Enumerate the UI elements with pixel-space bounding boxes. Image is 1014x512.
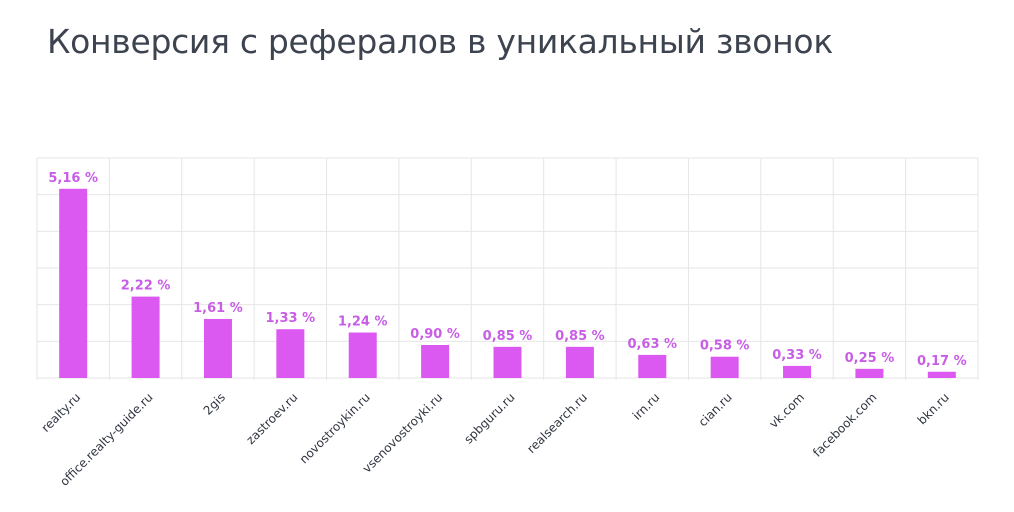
data-label: 0,63 % — [627, 337, 677, 352]
bar-vsenovostroyki.ru — [421, 345, 450, 378]
bar-cian.ru — [710, 356, 739, 378]
x-tick-label: facebook.com — [810, 390, 879, 459]
x-tick-label: cian.ru — [696, 390, 735, 429]
bar-realsearch.ru — [565, 346, 594, 378]
x-tick-label: 2gis — [201, 390, 228, 417]
data-label: 2,22 % — [121, 279, 171, 294]
bar-facebook.com — [855, 368, 884, 378]
bar-spbguru.ru — [493, 346, 522, 378]
data-label: 0,25 % — [845, 351, 895, 366]
data-label: 0,90 % — [410, 327, 460, 342]
data-label: 0,85 % — [483, 329, 533, 344]
data-label: 0,85 % — [555, 329, 605, 344]
data-label: 1,24 % — [338, 315, 388, 330]
x-tick-label: bkn.ru — [915, 390, 952, 427]
data-label: 0,33 % — [772, 348, 822, 363]
bars — [59, 188, 956, 378]
data-label: 0,17 % — [917, 354, 967, 369]
bar-novostroykin.ru — [348, 332, 377, 378]
x-tick-label: novostroykin.ru — [297, 390, 373, 466]
bar-zastroev.ru — [276, 329, 305, 378]
x-tick-label: vsenovostroyki.ru — [360, 390, 445, 475]
value-labels: 5,16 % 2,22 % 1,61 % 1,33 % 1,24 % 0,90 % 0,85… — [48, 171, 966, 369]
x-tick-label: zastroev.ru — [244, 390, 301, 447]
chart-title: Конверсия с рефералов в уникальный звоно… — [47, 22, 833, 61]
x-tick-label: realty.ru — [39, 390, 84, 435]
x-tick-label: irn.ru — [630, 390, 663, 423]
data-label: 1,61 % — [193, 301, 243, 316]
bar-bkn.ru — [927, 371, 956, 378]
grid — [36, 157, 979, 380]
data-label: 1,33 % — [266, 311, 316, 326]
data-label: 0,58 % — [700, 339, 750, 354]
bar-vk.com — [783, 365, 812, 378]
data-label: 5,16 % — [48, 171, 98, 186]
bar-realty.ru — [59, 188, 88, 378]
x-tick-label: realsearch.ru — [524, 390, 590, 456]
x-tick-label: vk.com — [767, 390, 808, 431]
x-tick-label: spbguru.ru — [461, 390, 517, 446]
bar-irn.ru — [638, 354, 667, 378]
bar-2gis — [203, 318, 232, 378]
bar-office.realty-guide.ru — [131, 296, 160, 378]
